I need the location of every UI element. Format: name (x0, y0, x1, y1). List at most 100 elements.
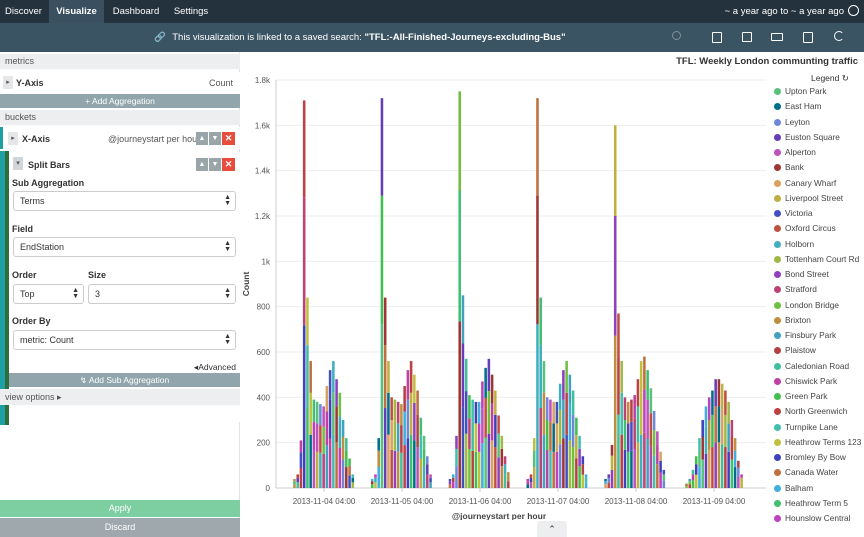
bar-segment (652, 410, 656, 431)
bar-segment (448, 484, 452, 488)
bar-segment (730, 420, 734, 437)
x-axis-title: @journeystart per hour (452, 511, 547, 520)
bar-segment (422, 448, 426, 467)
bar-segment (688, 478, 692, 482)
move-up-button[interactable]: ▲ (196, 158, 208, 171)
order-label: Order (12, 270, 37, 280)
bar-segment (707, 420, 711, 450)
caret-down-icon[interactable]: ▾ (13, 157, 23, 170)
search-icon[interactable] (672, 31, 681, 40)
bar-segment (623, 397, 627, 420)
open-folder-icon[interactable] (771, 33, 783, 41)
move-up-button[interactable]: ▲ (196, 132, 208, 145)
bar-segment (419, 458, 423, 488)
bar-segment (325, 445, 329, 488)
move-down-button[interactable]: ▼ (209, 132, 221, 145)
refresh-icon[interactable] (834, 31, 844, 41)
saved-search-name[interactable]: "TFL:-All-Finished-Journeys-excluding-Bu… (364, 32, 566, 43)
caret-right-icon[interactable]: ▸ (8, 132, 18, 145)
bar-segment (643, 356, 646, 390)
bar-segment (387, 434, 390, 488)
bar-segment (727, 401, 730, 424)
discard-button[interactable]: Discard (0, 518, 240, 537)
legend-label: Chiswick Park (785, 375, 838, 386)
bar-segment (549, 450, 552, 488)
bar-segment (659, 472, 662, 488)
bar-segment (426, 464, 429, 475)
add-aggregation-button[interactable]: + Add Aggregation (0, 94, 240, 108)
tab-discover[interactable]: Discover (5, 6, 42, 17)
new-visualization-icon[interactable] (712, 32, 722, 43)
save-icon[interactable] (742, 32, 752, 42)
move-down-button[interactable]: ▼ (209, 158, 221, 171)
order-select[interactable]: Top ▲ ▼ (13, 284, 84, 304)
legend-toggle[interactable]: Legend ↻ (811, 73, 849, 84)
bar-segment (607, 477, 611, 483)
tab-settings[interactable]: Settings (173, 6, 209, 17)
caret-right-icon[interactable]: ▸ (3, 76, 13, 89)
advanced-link-text: Advanced (198, 362, 236, 372)
bar-segment (562, 438, 565, 488)
add-sub-aggregation-button[interactable]: ↯ Add Sub Aggregation (9, 373, 240, 387)
bar-segment (691, 480, 695, 488)
bar-segment (413, 403, 416, 441)
bar-segment (717, 442, 721, 488)
share-icon[interactable] (803, 32, 813, 43)
time-range-picker[interactable]: ~ a year ago to ~ a year ago (724, 6, 844, 17)
bar-segment (529, 482, 533, 488)
legend-label: Bond Street (785, 269, 829, 279)
collapse-spy-tab[interactable]: ⌃ (537, 521, 567, 537)
y-axis-row[interactable]: ▸ Y-Axis Count (0, 72, 240, 94)
legend-dot-icon (774, 118, 781, 126)
bar-segment (332, 434, 335, 488)
apply-button[interactable]: Apply (0, 500, 240, 517)
legend-dot-icon (774, 469, 781, 477)
legend-label: Canada Water (785, 467, 839, 478)
x-tick-label: 2013-11-05 04:00 (371, 497, 434, 506)
bar-segment (487, 433, 491, 488)
caret-left-icon: ◂ (193, 362, 199, 372)
bar-segment (704, 426, 708, 454)
bar-segment (711, 414, 714, 448)
field-select[interactable]: EndStation ▲ ▼ (13, 237, 236, 257)
order-by-select[interactable]: metric: Count ▲ ▼ (13, 330, 236, 350)
size-input[interactable]: 3 ▲ ▼ (88, 284, 236, 304)
bar-segment (532, 450, 536, 468)
tab-dashboard[interactable]: Dashboard (112, 6, 160, 17)
bar-segment (419, 417, 423, 436)
clock-icon[interactable] (848, 5, 859, 16)
bar-segment (468, 395, 471, 419)
sub-aggregation-value: Terms (20, 196, 45, 206)
legend-dot-icon (774, 255, 781, 263)
bar-segment (374, 477, 377, 483)
bar-segment (380, 324, 384, 488)
x-axis-label: X-Axis (22, 134, 51, 144)
bar-segment (484, 367, 487, 398)
bar-segment (319, 425, 322, 453)
bar-segment (387, 392, 390, 435)
bar-segment (484, 437, 487, 488)
bar-segment (322, 426, 325, 454)
bar-segment (409, 361, 413, 393)
advanced-link[interactable]: ◂Advanced (194, 362, 236, 373)
remove-x-axis-button[interactable]: ✕ (222, 132, 235, 145)
view-options-toggle[interactable]: view options ▸ (0, 389, 240, 405)
bar-segment (484, 397, 487, 438)
bar-segment (306, 345, 309, 409)
x-axis-row[interactable]: ▸ X-Axis @journeystart per hour ▲ ▼ ✕ (0, 127, 240, 149)
bar-segment (458, 190, 461, 322)
bar-segment (500, 435, 504, 449)
legend-label: Bank (785, 162, 804, 173)
bar-segment (461, 295, 465, 344)
bar-segment (322, 453, 325, 488)
remove-split-button[interactable]: ✕ (222, 158, 235, 171)
bar-segment (545, 420, 549, 450)
sub-aggregation-select[interactable]: Terms ▲ ▼ (13, 191, 236, 211)
top-navigation-bar: Discover Visualize Dashboard Settings ~ … (0, 0, 864, 23)
bar-segment (338, 416, 342, 449)
bar-segment (610, 455, 614, 470)
bar-segment (400, 452, 403, 488)
tab-visualize[interactable]: Visualize (49, 0, 104, 23)
bar-segment (494, 414, 497, 448)
legend-dot-icon (774, 149, 781, 156)
